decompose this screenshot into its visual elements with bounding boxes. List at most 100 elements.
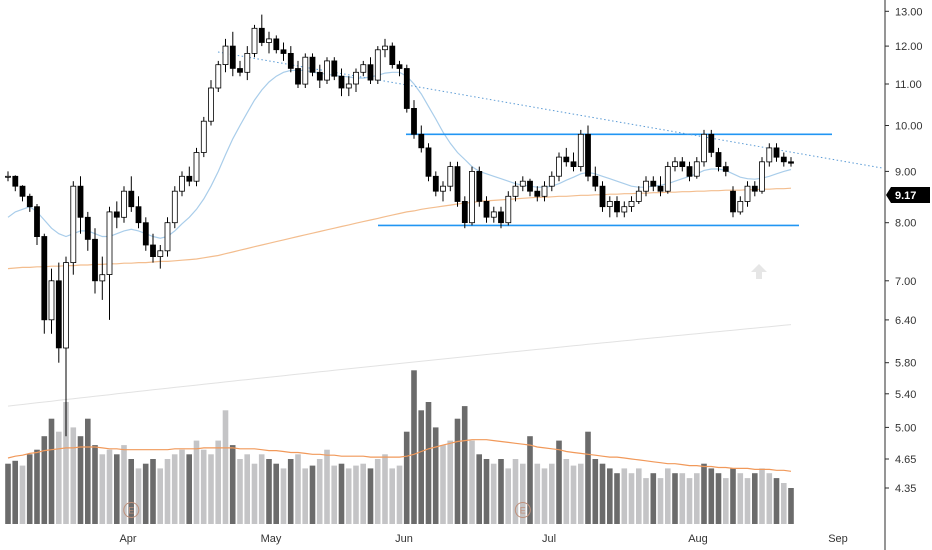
volume-bar <box>237 459 243 524</box>
volume-bar <box>636 468 642 524</box>
candle <box>635 186 642 204</box>
candle <box>722 161 729 177</box>
candle <box>128 176 135 212</box>
volume-bar <box>621 468 628 524</box>
volume-bar <box>77 436 84 524</box>
candle-body <box>643 180 649 192</box>
candle-body <box>411 108 417 135</box>
candle <box>440 181 446 202</box>
candle-body <box>338 75 345 89</box>
candle <box>548 171 555 192</box>
candle <box>483 196 490 223</box>
candle <box>788 157 794 167</box>
candle-body <box>534 190 541 197</box>
candle <box>215 60 222 92</box>
candle-body <box>650 180 657 187</box>
candle <box>766 143 773 167</box>
candle-body <box>251 27 258 54</box>
candle <box>498 206 504 229</box>
candle-body <box>708 133 715 153</box>
volume-bar <box>527 436 533 524</box>
candle <box>628 196 635 212</box>
volume-bar <box>135 468 142 524</box>
candle <box>556 152 562 182</box>
candle <box>476 166 483 207</box>
candle-body <box>454 166 461 202</box>
candle-body <box>41 236 48 321</box>
volume-bar <box>614 473 620 524</box>
candle-body <box>737 200 744 213</box>
earnings-marker <box>514 502 531 518</box>
candle-body <box>498 211 504 224</box>
candle-body <box>5 175 11 178</box>
candle-body <box>99 274 106 282</box>
candle-body <box>128 190 135 208</box>
candle <box>759 157 765 194</box>
candle-body <box>157 250 164 258</box>
candle-body <box>273 38 280 51</box>
candle-body <box>360 64 367 73</box>
candle <box>171 186 178 229</box>
candle <box>730 186 736 218</box>
candle-body <box>309 56 316 73</box>
candle-body <box>367 64 374 81</box>
volume-bar <box>483 459 490 524</box>
volume-bar <box>665 468 671 524</box>
volume-bar <box>766 473 773 524</box>
candle-body <box>84 216 91 240</box>
volume-bar <box>331 465 337 524</box>
candle-body <box>374 49 381 81</box>
candle <box>672 157 678 172</box>
candle-body <box>142 222 149 246</box>
candle-layer <box>5 14 794 437</box>
y-tick-label: 5.80 <box>895 358 916 370</box>
volume-bar <box>316 459 323 524</box>
candle-body <box>563 156 570 163</box>
candle-body <box>672 161 678 168</box>
volume-bar <box>432 427 439 524</box>
volume-bar <box>592 459 599 524</box>
candle <box>643 176 649 197</box>
candle <box>324 57 330 84</box>
candle <box>258 14 265 47</box>
candle-body <box>621 206 628 213</box>
volume-bar <box>512 459 519 524</box>
candle <box>84 211 91 251</box>
candle <box>490 206 497 223</box>
candle-body <box>70 185 77 263</box>
earnings-circle <box>123 502 140 518</box>
candle <box>418 125 425 153</box>
candle <box>287 46 294 73</box>
candle <box>403 64 410 113</box>
volume-moving-average <box>7 439 792 472</box>
candle <box>244 46 251 81</box>
candle-body <box>280 49 287 54</box>
candle <box>563 147 570 167</box>
price-tag-shape <box>886 187 930 203</box>
candle-body <box>92 238 98 282</box>
candle-body <box>150 244 156 258</box>
candle-body <box>693 161 700 177</box>
candle <box>280 42 287 61</box>
last-price-tag: 9.17 <box>886 187 930 203</box>
candle <box>389 42 396 69</box>
candle-body <box>121 190 127 218</box>
volume-bar <box>418 410 424 524</box>
volume-bar <box>382 454 388 524</box>
candle-body <box>186 175 193 182</box>
candle-body <box>744 185 751 202</box>
candle <box>570 152 577 172</box>
candle <box>19 185 26 202</box>
volume-bar <box>48 418 55 524</box>
candle-body <box>258 27 265 43</box>
candle-body <box>512 185 519 197</box>
volume-bar <box>295 454 301 524</box>
volume-bar <box>367 468 374 524</box>
volume-bar <box>578 463 584 524</box>
volume-bar <box>723 478 729 524</box>
candle <box>780 152 787 167</box>
candle-body <box>519 180 526 187</box>
volume-bar <box>781 483 787 524</box>
volume-bar <box>461 406 468 524</box>
